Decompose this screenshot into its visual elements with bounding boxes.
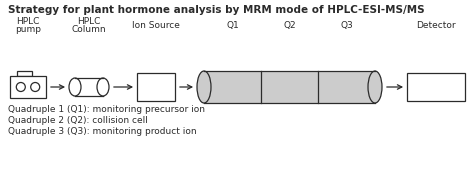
Text: Column: Column [71,25,106,35]
Text: Q1: Q1 [226,21,238,30]
Text: Quadruple 1 (Q1): monitoring precursor ion: Quadruple 1 (Q1): monitoring precursor i… [8,105,205,114]
Text: Quadruple 2 (Q2): collision cell: Quadruple 2 (Q2): collision cell [8,116,148,125]
Circle shape [30,82,40,91]
Text: Ion Source: Ion Source [132,21,179,30]
Bar [406,73,464,101]
Ellipse shape [197,71,210,103]
Bar [17,71,31,76]
Text: Q2: Q2 [283,21,295,30]
Ellipse shape [367,71,381,103]
Text: Detector: Detector [416,21,455,30]
Text: pump: pump [15,25,41,35]
Text: Quadruple 3 (Q3): monitoring product ion: Quadruple 3 (Q3): monitoring product ion [8,127,196,136]
Bar [10,76,46,98]
Text: Strategy for plant hormone analysis by MRM mode of HPLC-ESI-MS/MS: Strategy for plant hormone analysis by M… [8,5,424,15]
Bar [204,71,374,103]
Bar [137,73,175,101]
Text: HPLC: HPLC [77,16,100,25]
Text: HPLC: HPLC [16,16,40,25]
Ellipse shape [97,78,109,96]
Text: Q3: Q3 [339,21,352,30]
Ellipse shape [69,78,81,96]
Bar [75,78,103,96]
Circle shape [16,82,25,91]
